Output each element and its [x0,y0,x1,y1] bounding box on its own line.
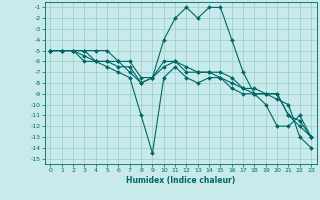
X-axis label: Humidex (Indice chaleur): Humidex (Indice chaleur) [126,176,236,185]
